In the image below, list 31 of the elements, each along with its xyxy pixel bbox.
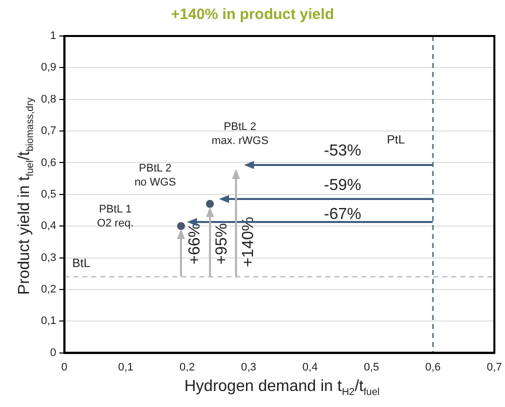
annotation: -67% (324, 206, 362, 223)
annotation: PBtL 1 O2 req. (96, 204, 134, 230)
y-tick-label: 0,1 (40, 315, 56, 328)
annotation: +66% (186, 223, 204, 265)
annotation: PBtL 2 no WGS (134, 162, 176, 188)
annotation: +95% (214, 223, 231, 265)
x-tick-label: 0,7 (486, 361, 502, 374)
annotation: -59% (324, 176, 362, 194)
x-axis-title: Hydrogen demand in t$_{H2}$/t$_{fuel}$ (183, 378, 381, 398)
y-tick-label: 0,9 (40, 62, 56, 74)
y-tick-label: 0,6 (40, 156, 56, 169)
x-tick-label: 0,1 (118, 361, 134, 374)
x-tick-label: 0,4 (302, 361, 318, 374)
x-tick-label: 0 (61, 361, 68, 374)
y-tick-label: 0,8 (40, 93, 56, 106)
annotation: PBtL 2 max. rWGS (212, 121, 268, 148)
y-tick-label: 0,4 (40, 220, 56, 232)
y-tick-label: 0,2 (40, 283, 56, 296)
x-tick-label: 0,2 (180, 361, 195, 374)
x-tick-label: 0,6 (425, 361, 441, 374)
chart-title: +140% in product yield (170, 6, 335, 23)
annotation: -53% (324, 142, 362, 160)
ref-line-label: PtL (386, 132, 406, 147)
y-tick-label: 0 (50, 346, 56, 359)
x-tick-label: 0,5 (364, 361, 380, 374)
y-tick-label: 0,7 (40, 125, 56, 138)
y-tick-label: 0,3 (40, 252, 56, 264)
ref-line-label: BtL (72, 256, 91, 270)
y-tick-label: 0,5 (40, 188, 56, 200)
x-tick-label: 0,3 (240, 361, 256, 374)
y-tick-label: 1 (50, 30, 56, 42)
